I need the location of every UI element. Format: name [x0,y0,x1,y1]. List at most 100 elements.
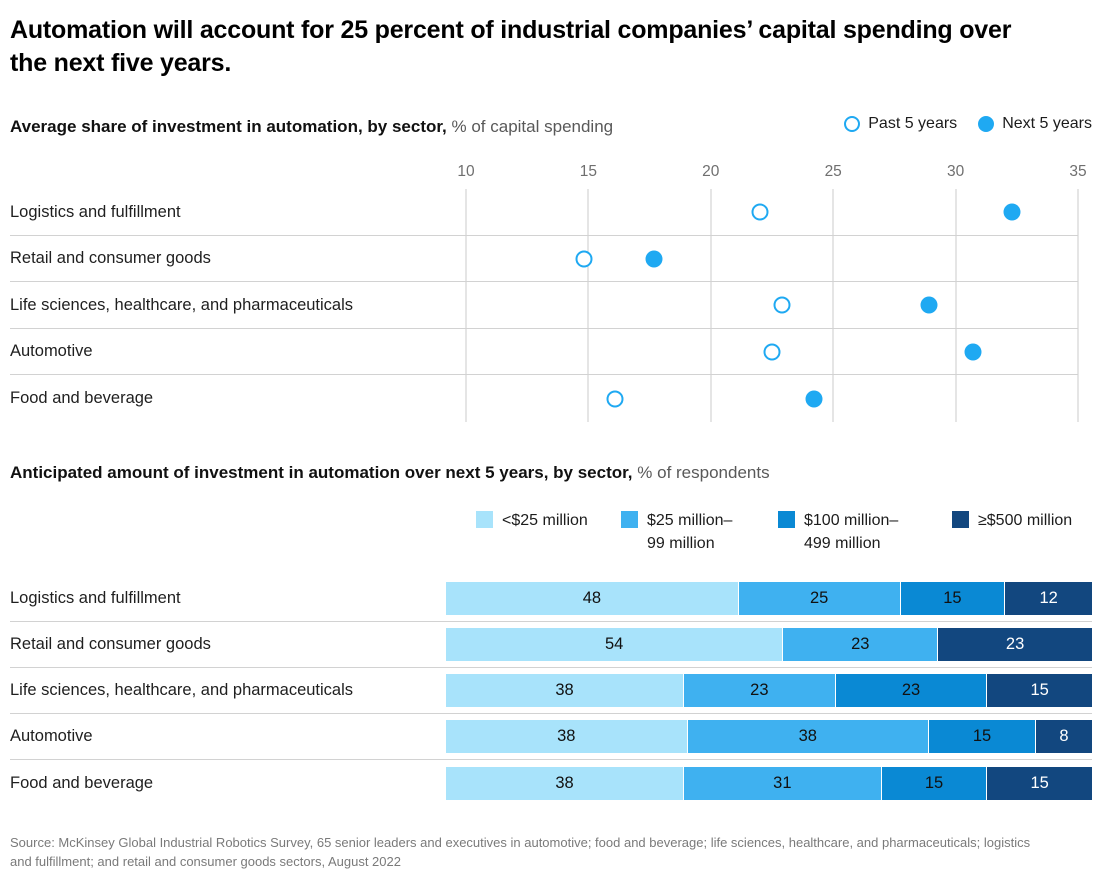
legend-swatch-icon [621,511,638,528]
dotplot-title: Average share of investment in automatio… [10,117,447,136]
sector-label: Food and beverage [10,773,154,792]
dot-area [466,236,1078,282]
dotplot-body: Logistics and fulfillment Retail and con… [10,189,1079,422]
x-tick-label: 20 [702,163,720,181]
legend-label: ≥$500 million [978,512,1073,529]
stacked-bar: 38 23 23 15 [446,674,1093,708]
dotplot-title-unit: % of capital spending [446,117,614,136]
bar-segment: 31 [683,766,881,800]
gridline [1077,189,1079,422]
bar-legend: <$25 million $25 million– 99 million $100 … [476,509,1106,555]
bar-segment: 38 [446,766,683,800]
stacked-bar: 48 25 15 12 [446,582,1092,616]
dot-next-5-years [964,343,982,360]
dot-past-5-years [763,343,781,360]
dot-past-5-years [773,296,791,314]
bar-segment: 23 [683,674,835,708]
bar-segment: 23 [835,674,987,708]
bar-segment: 23 [938,628,1092,662]
hollow-circle-icon [844,116,861,132]
gridlines [465,189,1079,422]
bar-row: Automotive 38 38 15 8 [10,714,1092,761]
dotplot-row: Logistics and fulfillment [10,189,1078,236]
legend-item: $100 million– 499 million [778,509,952,555]
sector-label: Life sciences, healthcare, and pharmaceu… [10,295,354,314]
gridline [710,189,712,422]
legend-swatch-icon [778,511,795,528]
filled-circle-icon [978,116,995,132]
legend-swatch-icon [952,511,969,528]
barchart-title: Anticipated amount of investment in auto… [10,462,633,482]
x-tick-label: 15 [579,163,598,181]
bar-segment: 12 [1005,582,1092,616]
barchart-title-unit: % of respondents [632,462,770,482]
dot-area [466,282,1078,328]
dot-area [466,189,1078,235]
bar-row: Logistics and fulfillment 48 25 15 12 [10,576,1092,623]
bar-segment: 15 [987,674,1093,708]
legend-label: <$25 million [502,512,588,529]
bar-segment: 15 [987,766,1092,800]
bar-segment: 54 [446,628,783,662]
gridline [587,189,589,422]
gridline [832,189,834,422]
bar-row: Life sciences, healthcare, and pharmaceu… [10,668,1093,715]
bar-segment: 15 [929,720,1036,754]
x-tick-label: 30 [946,163,965,181]
dot-next-5-years [920,296,938,314]
bar-segment: 38 [687,720,928,754]
x-tick-label: 35 [1069,163,1087,181]
sector-label: Logistics and fulfillment [10,589,181,608]
dot-next-5-years [1003,203,1021,221]
dotplot-row: Food and beverage [10,375,1078,422]
legend-item-past-5-years: Past 5 years [844,114,957,134]
dot-next-5-years [805,390,823,407]
legend-label: Next 5 years [1002,115,1092,132]
legend-item: ≥$500 million [952,509,1072,555]
source-note: Source: McKinsey Global Industrial Robot… [10,835,1031,869]
sector-label: Logistics and fulfillment [10,202,181,221]
bar-segment: 38 [446,720,687,754]
stacked-bar: 38 38 15 8 [446,720,1092,754]
bar-segment: 48 [446,582,738,616]
legend-swatch-icon [476,511,493,528]
sector-label: Life sciences, healthcare, and pharmaceu… [10,681,354,700]
dotplot-row: Automotive [10,329,1078,376]
sector-label: Automotive [10,342,93,360]
sector-label: Retail and consumer goods [10,635,211,654]
bar-segment: 15 [900,582,1005,616]
dot-past-5-years [575,250,592,267]
dot-area [466,375,1078,422]
gridline [955,189,957,422]
gridline [465,189,467,422]
barchart-header: Anticipated amount of investment in auto… [10,462,1092,483]
legend-item-next-5-years: Next 5 years [978,114,1092,134]
legend-item: <$25 million [476,509,621,555]
barchart: Logistics and fulfillment 48 25 15 12 Retai… [10,576,1106,806]
dot-next-5-years [645,250,663,267]
legend-label: $25 million– 99 million [647,512,733,553]
dotplot-row: Life sciences, healthcare, and pharmaceu… [10,282,1078,329]
x-tick-label: 10 [457,163,475,181]
sector-label: Food and beverage [10,389,154,407]
legend-item: $25 million– 99 million [621,509,778,555]
bar-row: Retail and consumer goods 54 23 23 [10,622,1092,669]
dot-past-5-years [606,390,624,407]
x-tick-label: 25 [824,163,842,181]
bar-segment: 25 [738,582,900,616]
bar-segment: 15 [881,766,987,800]
x-axis-ticks: 10 15 20 25 30 35 [457,163,1086,189]
bar-row: Food and beverage 38 31 15 15 [10,760,1092,806]
dotplot-chart: 10 15 20 25 30 35 Logistics and fulfillment R… [10,163,1106,422]
stacked-bar: 54 23 23 [446,628,1092,662]
dot-area [466,329,1078,375]
bar-segment: 38 [446,674,683,708]
legend-label: Past 5 years [868,115,958,132]
dotplot-row: Retail and consumer goods [10,236,1078,283]
bar-segment: 23 [783,628,938,662]
page-title: Automation will account for 25 percent o… [10,16,1012,77]
sector-label: Automotive [10,727,93,746]
legend-label: $100 million– 499 million [804,512,899,553]
dotplot-legend: Past 5 years Next 5 years [844,114,1092,134]
